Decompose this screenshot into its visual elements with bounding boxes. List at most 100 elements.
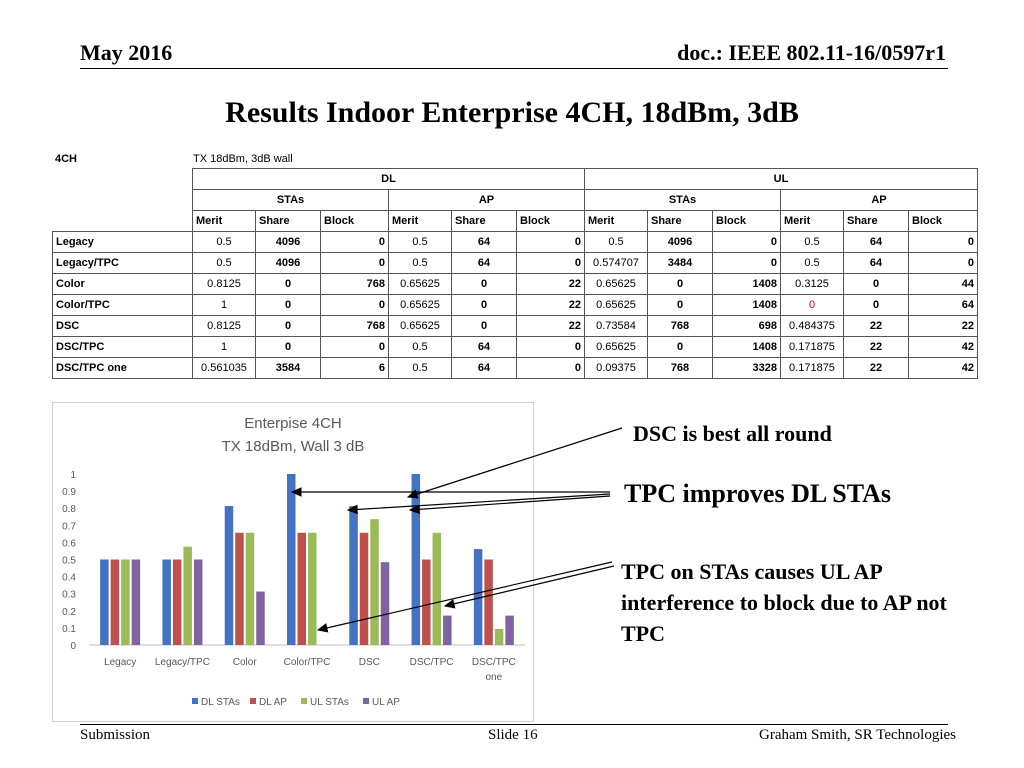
row-label: DSC/TPC one <box>52 357 193 379</box>
table-cell: 4096 <box>255 231 321 253</box>
bar-dl-stas <box>162 559 171 645</box>
y-tick-label: 0.8 <box>62 504 76 515</box>
bar-dl-stas <box>473 549 483 645</box>
table-cell: 3484 <box>647 252 713 274</box>
table-cell: 0.65625 <box>584 273 648 295</box>
legend-label: UL AP <box>372 697 400 708</box>
table-cell: 698 <box>712 315 781 337</box>
metric-header: Merit <box>388 210 452 232</box>
table-cell: 0.3125 <box>780 273 844 295</box>
annotation-dsc-best: DSC is best all round <box>633 421 832 446</box>
row-label: Legacy/TPC <box>52 252 193 274</box>
table-cell: 0 <box>451 294 517 316</box>
table-cell: 0.5 <box>388 336 452 358</box>
y-tick-label: 0.7 <box>62 521 76 532</box>
table-cell: 0 <box>647 273 713 295</box>
table-cell: 0.484375 <box>780 315 844 337</box>
ul-ap-header: AP <box>780 189 978 211</box>
table-cell: 1408 <box>712 294 781 316</box>
y-tick-label: 1 <box>70 470 76 481</box>
table-cell: 0.09375 <box>584 357 648 379</box>
table-cell: 0.5 <box>780 252 844 274</box>
table-cell: 0 <box>320 252 389 274</box>
legend-swatch <box>250 698 256 704</box>
table-row: Legacy/TPC 0.5 4096 0 0.5 64 0 0.574707 3484 0 0.5… <box>52 252 978 274</box>
dl-group-header: DL <box>192 168 585 190</box>
table-row: Legacy 0.5 4096 0 0.5 64 0 0.5 4096 0 0.5 64 0 <box>52 231 978 253</box>
metric-header: Block <box>712 210 781 232</box>
footer-submission: Submission <box>80 727 151 743</box>
table-cell: 0.171875 <box>780 357 844 379</box>
table-cell: 0 <box>843 273 909 295</box>
table-cell: 4096 <box>255 252 321 274</box>
annotation-tpc-dl: TPC improves DL STAs <box>624 479 892 508</box>
table-cell: 0.171875 <box>780 336 844 358</box>
table-cell: 0 <box>320 231 389 253</box>
table-cell: 0 <box>451 315 517 337</box>
table-cell: 768 <box>320 273 389 295</box>
metric-header: Merit <box>192 210 256 232</box>
bar-dl-stas <box>224 506 234 645</box>
metric-header: Block <box>908 210 978 232</box>
table-cell: 22 <box>843 357 909 379</box>
bar-ul-ap <box>443 615 452 645</box>
table-cell: 0.561035 <box>192 357 256 379</box>
header-date: May 2016 <box>80 40 173 65</box>
y-tick-label: 0.1 <box>62 624 76 635</box>
table-cell: 22 <box>908 315 978 337</box>
table-cell: 0 <box>712 252 781 274</box>
table-cell: 0.8125 <box>192 273 256 295</box>
bar-ul-stas <box>183 546 192 645</box>
table-cell: 0 <box>908 252 978 274</box>
ul-group-header: UL <box>584 168 978 190</box>
table-cell: 22 <box>843 315 909 337</box>
legend-swatch <box>363 698 369 704</box>
footer-rule <box>80 724 948 725</box>
bar-dl-ap <box>484 559 493 645</box>
table-cell: 42 <box>908 336 978 358</box>
table-cell: 3584 <box>255 357 321 379</box>
y-tick-label: 0 <box>70 641 76 652</box>
table-cell: 0.5 <box>780 231 844 253</box>
table-cell: 0.8125 <box>192 315 256 337</box>
y-tick-label: 0.6 <box>62 538 76 549</box>
table-corner-label: 4CH <box>55 153 78 165</box>
table-row: DSC/TPC one 0.561035 3584 6 0.5 64 0 0.09375 768… <box>52 357 978 379</box>
metric-header: Block <box>516 210 585 232</box>
table-cell: 1408 <box>712 273 781 295</box>
bar-ul-stas <box>432 532 442 645</box>
table-subgroup-row: STAs AP STAs AP <box>53 189 978 211</box>
metric-header: Share <box>451 210 517 232</box>
metric-header: Merit <box>780 210 844 232</box>
table-cell: 0.5 <box>192 231 256 253</box>
x-tick-label: DSC <box>359 657 380 668</box>
bar-ul-stas <box>494 628 504 645</box>
y-tick-label: 0.9 <box>62 487 76 498</box>
table-cell: 0.5 <box>388 252 452 274</box>
table-cell: 1408 <box>712 336 781 358</box>
table-group-row: DL UL <box>53 168 978 190</box>
bar-ul-ap <box>256 591 265 645</box>
table-scenario-label: TX 18dBm, 3dB wall <box>193 153 293 165</box>
row-label: Color/TPC <box>52 294 193 316</box>
table-row: Color/TPC 1 0 0 0.65625 0 22 0.65625 0 1408 0 0 64 <box>52 294 978 316</box>
table-body: Legacy 0.5 4096 0 0.5 64 0 0.5 4096 0 0.5 64 0 Legacy… <box>52 231 978 379</box>
results-table: DL UL STAs AP STAs AP Merit Share Block … <box>52 168 978 379</box>
table-cell: 0 <box>255 336 321 358</box>
legend-label: DL AP <box>259 697 287 708</box>
row-label: DSC/TPC <box>52 336 193 358</box>
table-cell: 768 <box>320 315 389 337</box>
table-row: DSC 0.8125 0 768 0.65625 0 22 0.73584 768 698 0.48… <box>52 315 978 337</box>
table-cell: 22 <box>516 294 585 316</box>
table-cell: 0 <box>516 357 585 379</box>
table-cell: 0 <box>255 273 321 295</box>
dl-ap-header: AP <box>388 189 585 211</box>
y-tick-label: 0.4 <box>62 573 76 584</box>
table-cell: 0.5 <box>388 357 452 379</box>
table-cell: 0.65625 <box>584 294 648 316</box>
table-metric-header-row: Merit Share Block Merit Share Block Meri… <box>53 210 978 232</box>
table-cell: 0.65625 <box>388 294 452 316</box>
bar-dl-ap <box>235 532 244 645</box>
bar-dl-ap <box>110 559 120 645</box>
slide-title: Results Indoor Enterprise 4CH, 18dBm, 3d… <box>225 96 799 129</box>
